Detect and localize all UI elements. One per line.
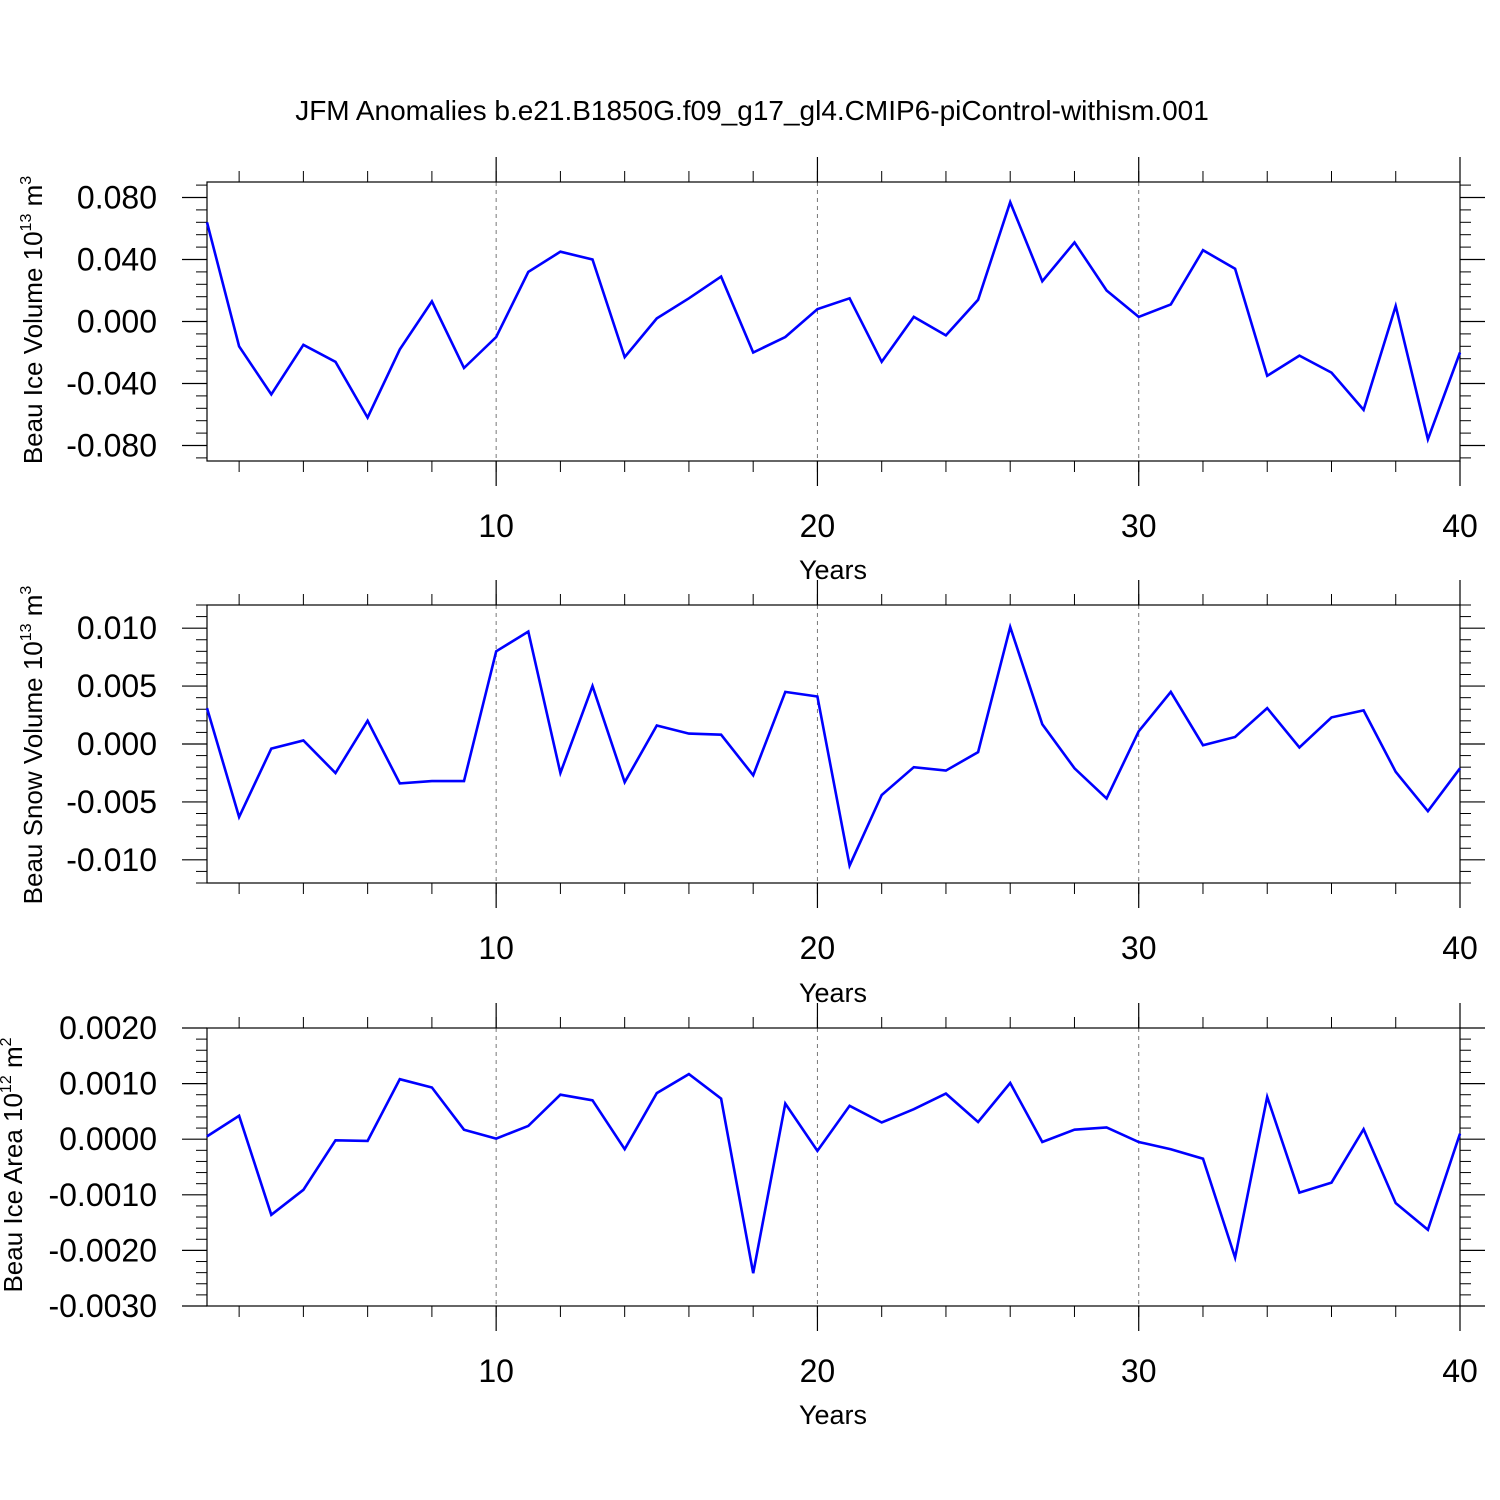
- figure-title: JFM Anomalies b.e21.B1850G.f09_g17_gl4.C…: [295, 95, 1209, 126]
- y-tick-label: -0.040: [66, 366, 157, 402]
- series-line: [205, 198, 1462, 444]
- panel-beau-ice-area: 10 20 30 40 Years -0.0030 -0.0020 -0.0010 0.0000…: [0, 1003, 1485, 1430]
- x-tick-label: 20: [800, 930, 836, 966]
- y-tick-label: 0.0010: [59, 1066, 157, 1102]
- series-line: [205, 622, 1462, 870]
- x-tick-label: 30: [1121, 1353, 1157, 1389]
- y-tick-label: 0.000: [77, 304, 157, 340]
- series-line: [206, 1072, 1462, 1274]
- y-axis-title-unit: m: [0, 1046, 28, 1075]
- x-tick-label: 10: [478, 1353, 514, 1389]
- x-tick-label: 20: [800, 1353, 836, 1389]
- y-axis-title-exponent: 13: [18, 214, 35, 232]
- y-tick-label: -0.0010: [48, 1177, 157, 1213]
- y-axis-title-unit-exponent: 3: [18, 176, 35, 185]
- x-tick-label: 30: [1121, 930, 1157, 966]
- y-axis-title: Beau Snow Volume 1013 m3: [18, 586, 48, 905]
- y-axis-title-unit: m: [18, 595, 48, 624]
- y-tick-label: -0.005: [66, 784, 157, 820]
- x-tick-label: 20: [800, 508, 836, 544]
- x-tick-label: 30: [1121, 508, 1157, 544]
- y-tick-label: -0.0020: [48, 1232, 157, 1268]
- y-tick-label: -0.080: [66, 428, 157, 464]
- plot-frame: [206, 1027, 1461, 1307]
- y-axis-title-main: Beau Ice Area 10: [0, 1093, 28, 1292]
- panel-beau-snow-volume: 10 20 30 40 Years -0.010 -0.005 0.000 0.005 0.010…: [18, 580, 1485, 1008]
- y-axis-title: Beau Ice Volume 1013 m3: [18, 176, 48, 464]
- y-tick-label: 0.010: [77, 610, 157, 646]
- x-axis-title: Years: [799, 555, 867, 585]
- y-tick-label: 0.080: [77, 180, 157, 216]
- x-tick-label: 40: [1442, 1353, 1478, 1389]
- y-axis-title-main: Beau Snow Volume 10: [18, 641, 48, 904]
- x-tick-label: 10: [478, 930, 514, 966]
- y-axis-title-unit-exponent: 2: [0, 1037, 15, 1046]
- y-tick-label: 0.0020: [59, 1010, 157, 1046]
- y-axis-title-unit-exponent: 3: [18, 586, 35, 595]
- x-tick-label: 40: [1442, 930, 1478, 966]
- y-axis-title-exponent: 13: [18, 623, 35, 641]
- x-axis-title: Years: [799, 1400, 867, 1430]
- y-tick-label: 0.000: [77, 726, 157, 762]
- y-axis-title: Beau Ice Area 1012 m2: [0, 1037, 28, 1292]
- y-tick-label: 0.0000: [59, 1121, 157, 1157]
- y-tick-label: -0.0030: [48, 1288, 157, 1324]
- y-axis-title-exponent: 12: [0, 1075, 15, 1093]
- y-tick-label: 0.005: [77, 668, 157, 704]
- x-tick-label: 40: [1442, 508, 1478, 544]
- panel-beau-ice-volume: 10 20 30 40 Years -0.080 -0.040 0.000 0.040 0.080…: [18, 157, 1485, 585]
- y-axis-title-main: Beau Ice Volume 10: [18, 231, 48, 464]
- y-axis-title-unit: m: [18, 185, 48, 214]
- x-axis-title: Years: [799, 978, 867, 1008]
- x-tick-label: 10: [478, 508, 514, 544]
- y-tick-label: 0.040: [77, 242, 157, 278]
- y-tick-label: -0.010: [66, 842, 157, 878]
